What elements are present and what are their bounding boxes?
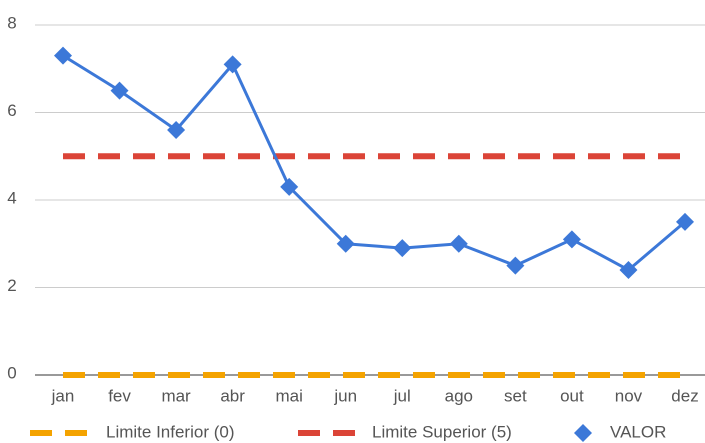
point-marker bbox=[167, 121, 186, 139]
point-marker bbox=[336, 234, 355, 253]
point-marker bbox=[110, 81, 129, 100]
legend-label: VALOR bbox=[610, 422, 666, 441]
point-marker bbox=[506, 256, 525, 275]
legend-swatch bbox=[574, 424, 592, 442]
x-tick-label: fev bbox=[108, 386, 131, 405]
x-tick-label: mai bbox=[275, 386, 302, 405]
x-tick-label: jul bbox=[393, 386, 411, 405]
series-line bbox=[62, 54, 686, 272]
x-tick-label: nov bbox=[615, 386, 643, 405]
point-marker bbox=[562, 230, 581, 249]
y-tick-label: 4 bbox=[7, 188, 16, 207]
x-tick-label: jun bbox=[333, 386, 357, 405]
x-tick-label: out bbox=[560, 386, 584, 405]
x-tick-label: abr bbox=[220, 386, 245, 405]
point-marker bbox=[54, 46, 72, 65]
y-tick-label: 8 bbox=[7, 13, 16, 32]
y-tick-label: 6 bbox=[7, 101, 16, 120]
point-marker bbox=[449, 234, 468, 253]
x-tick-label: ago bbox=[445, 386, 473, 405]
point-marker bbox=[280, 177, 299, 196]
point-marker bbox=[676, 212, 694, 231]
point-marker bbox=[223, 55, 242, 74]
y-tick-label: 2 bbox=[7, 276, 16, 295]
legend-label: Limite Superior (5) bbox=[372, 422, 512, 441]
legend-label: Limite Inferior (0) bbox=[106, 422, 234, 441]
point-marker bbox=[619, 261, 638, 279]
x-tick-label: mar bbox=[161, 386, 191, 405]
point-marker bbox=[393, 239, 412, 258]
x-tick-label: set bbox=[504, 386, 527, 405]
x-tick-label: jan bbox=[51, 386, 75, 405]
y-tick-label: 0 bbox=[7, 363, 16, 382]
x-tick-label: dez bbox=[671, 386, 698, 405]
